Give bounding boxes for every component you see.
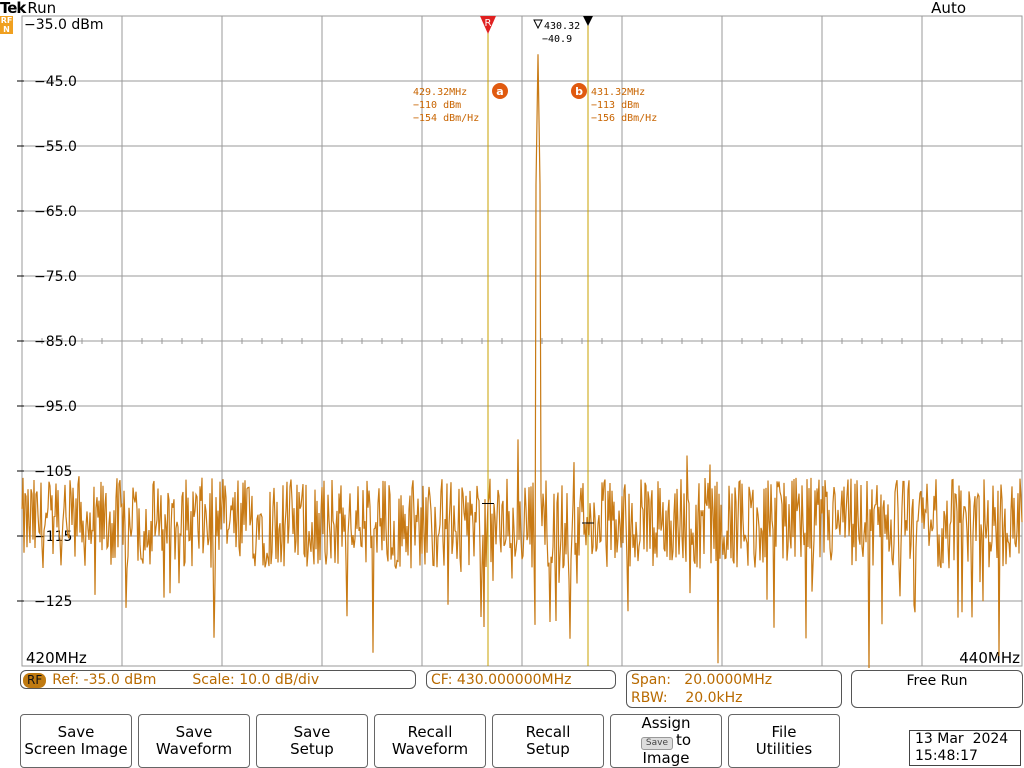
spectrum-trace [21,54,1023,668]
peak-marker-icon [533,19,543,30]
trigger-mode: Auto [931,0,966,17]
button-label-line1: Save [293,723,331,741]
y-tick-label: −105 [34,464,72,480]
center-frequency-box[interactable]: CF: 430.000000MHz [426,670,616,689]
rbw-value: RBW: 20.0kHz [631,690,743,706]
rf-chip: RF [23,673,47,688]
peak-readout-level: −40.9 [542,34,572,45]
save-key-icon: Save [640,737,674,750]
recall-setup-button[interactable]: Recall Setup [492,714,604,768]
save-waveform-button[interactable]: Save Waveform [138,714,250,768]
button-label-line2: Utilities [755,740,813,758]
cursor-b-top-marker-icon [583,16,593,26]
save-screen-image-button[interactable]: Save Screen Image [20,714,132,768]
file-utilities-button[interactable]: File Utilities [728,714,840,768]
run-status: Run [27,0,57,17]
cursor-a-frequency: 429.32MHz [413,87,467,98]
header-status: Tek Run [0,0,56,16]
button-label-line1: File [771,723,797,741]
cursor-a-level: −110 dBm [413,100,461,111]
button-label-line1: Save [175,723,213,741]
rf-status-box[interactable]: RF Ref: -35.0 dBm Scale: 10.0 dB/div [20,670,416,689]
cursor-a-badge-label: a [496,85,503,98]
rf-channel-badge: RF N [0,16,13,34]
free-run-label: Free Run [906,673,968,689]
button-label-line1: Assign [641,714,691,732]
save-setup-button[interactable]: Save Setup [256,714,368,768]
spectrum-display[interactable]: −35.0 dBm −45.0 −55.0 −65.0 −75.0 −85.0 −95.0 −… [0,0,1024,668]
cursor-b-level: −113 dBm [591,100,639,111]
button-label-line1: Recall [525,723,571,741]
cursor-b-density: −156 dBm/Hz [591,113,657,124]
y-tick-label: −75.0 [34,269,77,285]
cursor-lines[interactable] [487,16,589,666]
y-tick-label: −125 [34,594,72,610]
stop-frequency-label: 440MHz [959,649,1020,667]
cursor-b-frequency: 431.32MHz [591,87,645,98]
time: 15:48:17 [915,748,978,764]
y-tick-label: −35.0 dBm [24,17,103,33]
start-frequency-label: 420MHz [26,649,87,667]
button-label-line1: Save [57,723,95,741]
recall-waveform-button[interactable]: Recall Waveform [374,714,486,768]
tek-logo: Tek [0,0,26,17]
center-frequency: CF: 430.000000MHz [431,672,572,688]
reference-marker-icon [480,16,496,34]
cursor-a-badge-icon [492,83,508,99]
peak-readout-frequency: 430.32 [544,21,580,32]
y-tick-label: −95.0 [34,399,77,415]
button-label-line2: Waveform [391,740,469,758]
button-label-line2: Waveform [155,740,233,758]
cursor-b-badge-icon [571,83,587,99]
span-value: Span: 20.0000MHz [631,672,773,688]
button-label-line2: Save to [640,731,692,750]
date-time: 13 Mar 2024 15:48:17 [909,730,1021,766]
button-label-line1: Recall [407,723,453,741]
cursor-a-density: −154 dBm/Hz [413,113,479,124]
free-run-box[interactable]: Free Run [851,670,1023,708]
button-label-line2: Setup [290,740,334,758]
ref-level: Ref: -35.0 dBm [52,672,157,688]
rf-badge-line1: RF [0,16,13,25]
cursor-b-badge-label: b [575,85,583,98]
graticule-grid [21,15,1023,667]
y-tick-label: −55.0 [34,139,77,155]
span-rbw-box[interactable]: Span: 20.0000MHz RBW: 20.0kHz [626,670,842,708]
y-tick-label: −65.0 [34,204,77,220]
scale-value: Scale: 10.0 dB/div [192,672,320,688]
rf-badge-line2: N [3,25,10,34]
button-label-line3: Image [642,749,690,767]
assign-to-label: to [676,731,692,749]
y-tick-label: −85.0 [34,334,77,350]
date: 13 Mar 2024 [915,731,1009,747]
reference-marker-label: R [485,18,492,29]
assign-save-button[interactable]: Assign Save to Image [610,714,722,768]
button-label-line2: Setup [526,740,570,758]
marker-group[interactable]: R 430.32 −40.9 429.32MHz −110 dBm −154 dBm/Hz… [413,16,657,524]
y-tick-label: −45.0 [34,74,77,90]
button-label-line2: Screen Image [24,740,128,758]
